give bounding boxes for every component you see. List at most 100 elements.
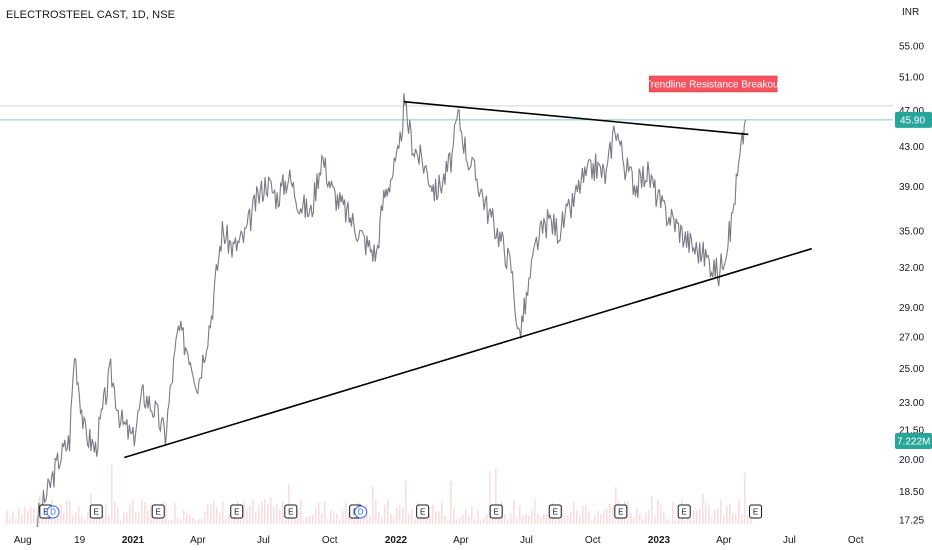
earnings-marker[interactable] xyxy=(230,504,244,519)
volume-bar xyxy=(669,520,671,524)
trendline-resistance[interactable] xyxy=(403,100,749,136)
earnings-marker[interactable] xyxy=(677,504,691,519)
y-tick-label: 43.00 xyxy=(899,142,924,153)
volume-bar xyxy=(318,502,320,524)
volume-bar xyxy=(435,511,437,524)
volume-bar xyxy=(666,518,668,524)
earnings-marker[interactable] xyxy=(614,504,628,519)
event-marker-label: E xyxy=(493,508,498,517)
volume-bar xyxy=(264,499,266,524)
volume-bar xyxy=(429,512,431,524)
earnings-marker[interactable] xyxy=(151,504,165,519)
x-tick-label: 2023 xyxy=(648,535,671,546)
volume-bar xyxy=(405,481,407,524)
volume-bar xyxy=(714,509,716,524)
volume-bar xyxy=(102,515,104,524)
annotation-box[interactable] xyxy=(648,75,778,93)
volume-bar xyxy=(561,504,563,524)
earnings-marker[interactable] xyxy=(749,504,763,519)
y-tick-label: 32.00 xyxy=(899,263,924,274)
volume-bar xyxy=(6,510,8,524)
volume-bar xyxy=(285,519,287,524)
dividend-marker[interactable] xyxy=(354,505,368,519)
volume-bar xyxy=(474,518,476,524)
volume-bar xyxy=(729,503,731,524)
volume-bar xyxy=(291,517,293,524)
dividend-marker[interactable] xyxy=(46,505,60,519)
chart-title: ELECTROSTEEL CAST, 1D, NSE xyxy=(6,9,176,21)
volume-bar xyxy=(375,500,377,524)
volume-bar xyxy=(252,499,254,524)
volume-bar xyxy=(609,503,611,524)
volume-bar xyxy=(741,514,743,524)
volume-bar xyxy=(606,508,608,524)
volume-bar xyxy=(570,511,572,524)
volume-bar xyxy=(192,517,194,524)
volume-bar xyxy=(207,504,209,524)
y-tick-label: 35.00 xyxy=(899,226,924,237)
volume-bar xyxy=(27,510,29,524)
volume-bar xyxy=(345,501,347,524)
volume-bar xyxy=(294,517,296,524)
volume-bar xyxy=(105,504,107,524)
y-tick-label: 47.00 xyxy=(899,106,924,117)
event-marker-label: E xyxy=(753,508,758,517)
x-tick-label: Aug xyxy=(14,535,32,546)
volume-bar xyxy=(426,519,428,524)
volume-bar xyxy=(246,510,248,524)
earnings-marker[interactable] xyxy=(548,504,562,519)
volume-bar xyxy=(63,513,65,524)
x-tick-label: Jul xyxy=(783,535,796,546)
earnings-marker[interactable] xyxy=(416,504,430,519)
x-tick-label: 2022 xyxy=(385,535,408,546)
volume-bar xyxy=(216,506,218,524)
volume-bar xyxy=(648,509,650,524)
volume-bar xyxy=(441,501,443,524)
volume-bar xyxy=(78,506,80,524)
volume-bar xyxy=(123,513,125,524)
volume-bar xyxy=(186,513,188,524)
volume-bar xyxy=(18,508,20,524)
volume-bar xyxy=(678,516,680,524)
volume-bar xyxy=(177,517,179,524)
volume-bar xyxy=(489,471,491,524)
earnings-marker[interactable] xyxy=(89,504,103,519)
volume-bar xyxy=(702,493,704,524)
volume-bar xyxy=(111,465,113,524)
trendline-support[interactable] xyxy=(124,247,812,459)
volume-bar xyxy=(735,514,737,524)
volume-bar xyxy=(636,508,638,524)
event-marker-label: D xyxy=(358,508,364,517)
volume-bar xyxy=(108,515,110,524)
volume-bar xyxy=(738,500,740,524)
volume-bar xyxy=(651,496,653,524)
volume-bar xyxy=(744,472,746,524)
volume-bar xyxy=(585,504,587,524)
x-tick-label: Apr xyxy=(453,535,469,546)
volume-bar xyxy=(300,499,302,524)
volume-bar xyxy=(132,499,134,524)
x-tick-label: Apr xyxy=(190,535,206,546)
volume-value: 7.222M xyxy=(897,437,930,448)
volume-bar xyxy=(339,519,341,524)
volume-bar xyxy=(117,506,119,524)
y-tick-label: 25.00 xyxy=(899,364,924,375)
volume-bar xyxy=(630,512,632,524)
earnings-marker[interactable] xyxy=(284,504,298,519)
volume-bar xyxy=(60,503,62,524)
volume-bar xyxy=(576,510,578,524)
volume-bar xyxy=(393,517,395,524)
volume-bar xyxy=(57,513,59,524)
volume-bar xyxy=(126,512,128,524)
volume-bar xyxy=(174,502,176,524)
volume-bar xyxy=(519,505,521,524)
volume-bar xyxy=(180,519,182,524)
volume-bar xyxy=(531,509,533,524)
volume-bar xyxy=(486,514,488,524)
volume-bar xyxy=(633,517,635,524)
earnings-marker[interactable] xyxy=(489,504,503,519)
y-tick-label: 23.00 xyxy=(899,398,924,409)
volume-bar xyxy=(33,508,35,524)
volume-bar xyxy=(213,500,215,524)
